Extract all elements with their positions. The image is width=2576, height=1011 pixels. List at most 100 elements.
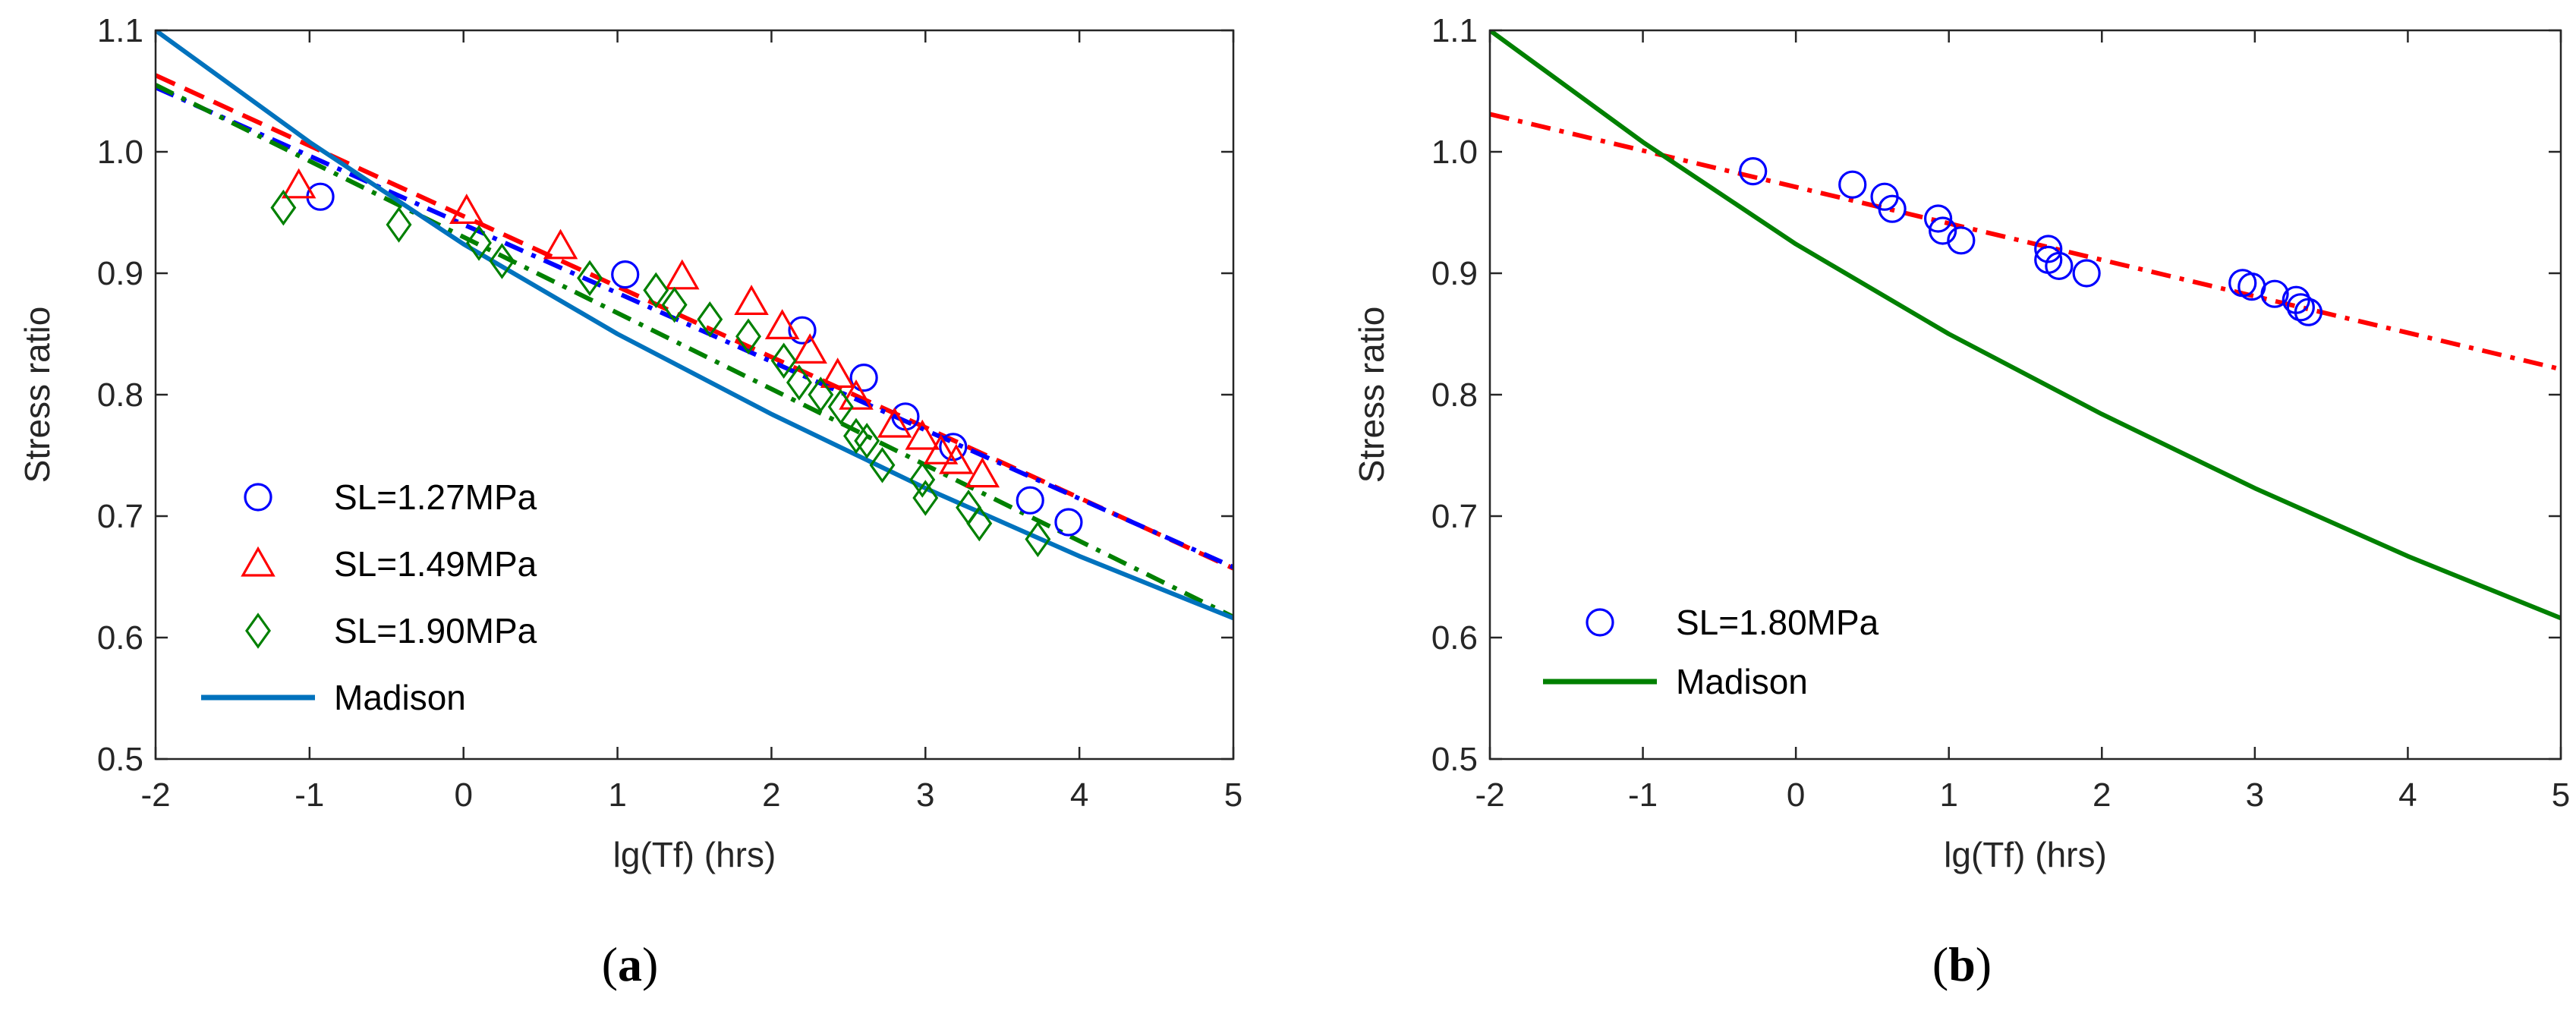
- x-tick-label: -2: [140, 776, 170, 814]
- line-sl-1-90mpa-fit: [156, 83, 1233, 619]
- markers-group: [1739, 157, 2323, 326]
- panel-b: -2 -1 0 1 2 3 4 5 0.5 0.6 0.7 0.8 0.9 1.0 1.1 lg(Tf) (h…: [1352, 12, 2570, 991]
- y-axis-label: Stress ratio: [1352, 307, 1391, 483]
- data-point: [854, 423, 880, 459]
- panel-caption: (a): [602, 937, 659, 991]
- lines-group: [156, 30, 1233, 621]
- data-point: [909, 461, 936, 498]
- legend-label: SL=1.49MPa: [334, 544, 537, 584]
- x-tick-label: 0: [454, 776, 472, 814]
- x-tick-label: 2: [762, 776, 780, 814]
- caption-letter: a: [618, 937, 642, 991]
- data-point: [643, 272, 669, 309]
- data-point: [735, 318, 761, 354]
- data-point: [2072, 259, 2101, 288]
- line-madison: [1490, 30, 2561, 621]
- lines-group: [1490, 30, 2561, 621]
- y-tick-label: 0.6: [97, 619, 143, 657]
- data-point: [734, 285, 769, 315]
- data-point: [966, 505, 993, 542]
- data-point: [923, 433, 959, 465]
- data-point: [939, 443, 974, 474]
- y-tick-label: 0.8: [1431, 376, 1478, 414]
- data-point: [1947, 226, 1976, 255]
- data-point: [1924, 204, 1953, 233]
- caption-open-paren: (: [602, 937, 618, 991]
- data-point: [839, 379, 874, 410]
- panel-a: -2 -1 0 1 2 3 4 5 0.5 0.6 0.7 0.8 0.9 1.0 1.1 lg(Tf) (h…: [17, 12, 1242, 991]
- markers-group: [270, 168, 1083, 558]
- data-point: [270, 189, 297, 226]
- data-point: [1878, 194, 1907, 223]
- legend-marker: [1586, 608, 1614, 637]
- y-tick-label: 0.8: [97, 376, 143, 414]
- caption-close-paren: ): [642, 937, 658, 991]
- y-tick-label: 1.1: [1431, 12, 1478, 49]
- data-point: [808, 376, 834, 413]
- x-axis-label: lg(Tf) (hrs): [613, 835, 776, 874]
- x-tick-label: 4: [1070, 776, 1088, 814]
- y-tick-label: 0.9: [97, 255, 143, 292]
- data-point: [543, 228, 578, 260]
- data-point: [697, 301, 723, 338]
- data-point: [2045, 251, 2074, 280]
- legend-label: Madison: [334, 678, 466, 717]
- legend: SL=1.27MPa SL=1.49MPa SL=1.90MPa Madison: [201, 477, 537, 717]
- data-point: [764, 309, 800, 339]
- data-point: [1054, 508, 1083, 537]
- x-tick-label: 3: [916, 776, 934, 814]
- data-point: [788, 316, 817, 345]
- data-point: [489, 243, 515, 279]
- caption-letter: b: [1948, 937, 1976, 991]
- legend-label: SL=1.80MPa: [1676, 603, 1879, 642]
- data-point: [1838, 170, 1867, 199]
- line-sl-1-27mpa-fit: [156, 85, 1233, 569]
- x-tick-label: 3: [2246, 776, 2264, 814]
- data-point: [577, 260, 603, 297]
- data-point: [849, 364, 878, 392]
- y-tick-label: 0.9: [1431, 255, 1478, 292]
- x-tick-label: 4: [2398, 776, 2417, 814]
- data-point: [1739, 157, 1768, 186]
- legend-marker: [245, 613, 271, 649]
- data-point: [827, 389, 854, 425]
- line-sl-1-80mpa-fit: [1490, 112, 2561, 372]
- y-tick-label: 1.0: [1431, 134, 1478, 171]
- y-axis-label: Stress ratio: [17, 307, 57, 483]
- legend-marker: [244, 483, 272, 512]
- caption-open-paren: (: [1932, 937, 1948, 991]
- axes-box: [1488, 29, 2562, 761]
- data-point: [466, 225, 492, 261]
- data-point: [965, 457, 1000, 488]
- y-tick-label: 0.5: [1431, 741, 1478, 778]
- data-point: [912, 480, 939, 516]
- y-tick-label: 0.7: [97, 498, 143, 535]
- legend-label: SL=1.27MPa: [334, 477, 537, 517]
- data-point: [2286, 293, 2315, 322]
- data-point: [661, 286, 688, 323]
- data-point: [786, 364, 812, 401]
- legend-label: SL=1.90MPa: [334, 611, 537, 650]
- y-tick-label: 1.0: [97, 134, 143, 171]
- data-point: [869, 447, 896, 483]
- data-point: [665, 259, 700, 290]
- data-point: [2294, 298, 2323, 326]
- data-point: [611, 260, 640, 289]
- panel-caption: (b): [1932, 937, 1992, 991]
- x-axis-label: lg(Tf) (hrs): [1944, 835, 2107, 874]
- data-point: [2034, 235, 2063, 263]
- data-point: [905, 419, 940, 450]
- y-tick-label: 1.1: [97, 12, 143, 49]
- data-point: [281, 168, 316, 199]
- axes-box: [154, 29, 1235, 761]
- x-tick-label: 5: [1224, 776, 1242, 814]
- data-point: [877, 407, 912, 438]
- x-tick-label: 2: [2093, 776, 2111, 814]
- x-tick-label: 1: [1939, 776, 1957, 814]
- data-point: [449, 194, 484, 224]
- y-tick-label: 0.6: [1431, 619, 1478, 657]
- caption-close-paren: ): [1976, 937, 1992, 991]
- data-point: [1929, 216, 1957, 245]
- legend: SL=1.80MPa Madison: [1543, 603, 1879, 701]
